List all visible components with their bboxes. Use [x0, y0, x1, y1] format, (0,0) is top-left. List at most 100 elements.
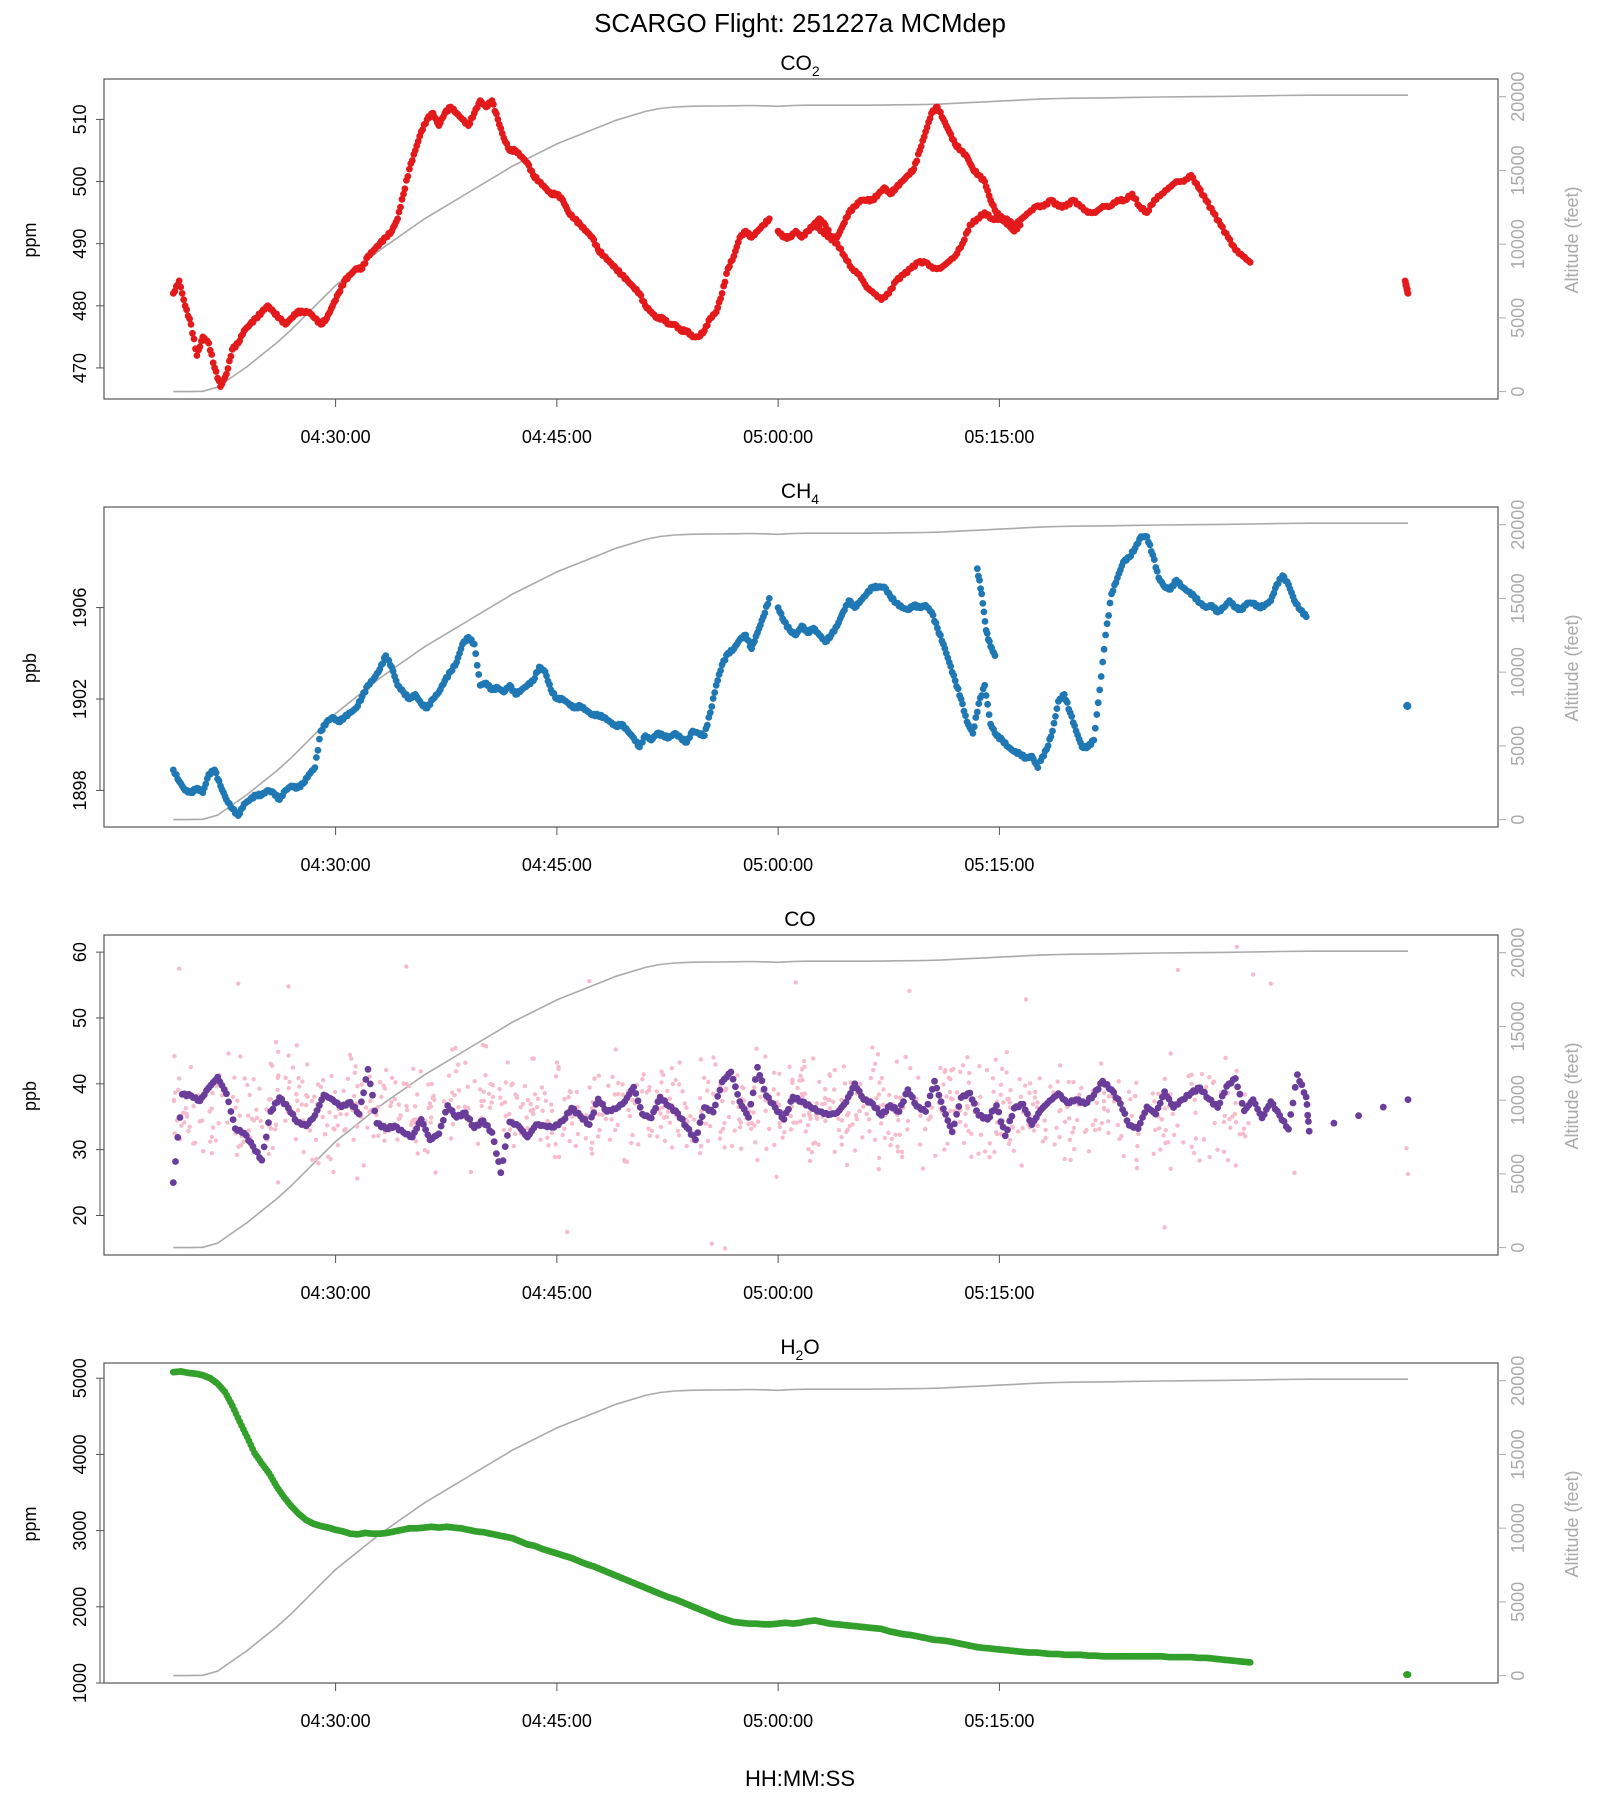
y-tick-label: 50	[70, 1008, 90, 1028]
data-point	[314, 746, 322, 754]
data-point	[738, 1120, 744, 1125]
data-point	[1031, 1128, 1037, 1133]
data-point	[531, 1056, 536, 1062]
data-point	[857, 1081, 863, 1087]
data-point	[235, 1098, 240, 1103]
data-point	[1055, 1079, 1060, 1084]
data-point	[1017, 1077, 1022, 1082]
data-point	[520, 1101, 526, 1107]
data-point	[713, 1062, 718, 1067]
data-point	[1097, 673, 1105, 680]
data-point	[490, 1094, 496, 1100]
data-point	[1292, 1170, 1297, 1175]
data-point	[1068, 713, 1076, 720]
data-point	[1241, 1126, 1247, 1131]
data-point	[540, 1108, 545, 1114]
data-point	[490, 100, 497, 108]
data-point	[304, 1093, 309, 1098]
panel-ch4: CH4 ppb Altitude (feet) 1898 1902 1906 0 500…	[20, 480, 1582, 875]
data-point	[406, 165, 413, 173]
data-point	[567, 1138, 572, 1144]
data-point	[565, 1229, 570, 1235]
data-point	[401, 185, 409, 193]
data-point	[924, 1100, 932, 1108]
data-point	[1001, 1132, 1009, 1140]
data-point	[814, 1101, 819, 1106]
data-point	[318, 1084, 324, 1090]
data-point	[985, 711, 993, 718]
data-point	[785, 1105, 792, 1113]
y-axis-label-h2o: ppm	[20, 1506, 40, 1541]
y-tick-label: 1902	[70, 679, 90, 719]
data-point	[553, 1142, 558, 1147]
data-point	[867, 1129, 872, 1134]
data-point	[964, 227, 972, 235]
data-point	[404, 1103, 409, 1109]
data-point	[251, 1077, 256, 1082]
data-point	[410, 1119, 415, 1124]
data-point	[949, 1068, 954, 1073]
data-point	[1303, 1101, 1311, 1108]
data-point	[942, 1069, 947, 1075]
panel-title-h2o: H2O	[780, 1336, 819, 1363]
data-point	[987, 1155, 992, 1160]
data-point	[944, 1117, 952, 1124]
panel-co: CO ppb Altitude (feet) 20 30 40 50 60 0 5000 10…	[20, 908, 1582, 1303]
panel-h2o: H2O ppm Altitude (feet) 1000 2000 3000 4000…	[20, 1336, 1582, 1731]
data-point	[1105, 1108, 1111, 1114]
data-point	[697, 1151, 703, 1156]
data-point	[269, 1105, 277, 1113]
data-point	[1302, 1093, 1310, 1101]
data-point	[362, 1076, 370, 1083]
data-point	[352, 1093, 357, 1099]
data-point	[186, 1129, 191, 1134]
data-point	[335, 1143, 340, 1148]
data-point	[1070, 1130, 1075, 1135]
data-point	[365, 1125, 370, 1130]
data-point	[188, 1064, 194, 1070]
data-point	[1181, 1140, 1186, 1145]
data-point	[798, 1119, 803, 1124]
data-point	[732, 1128, 737, 1133]
data-point	[299, 1102, 305, 1107]
panel-title-ch4-base: CH	[781, 480, 811, 503]
data-point	[944, 1094, 949, 1099]
data-point	[1079, 1085, 1084, 1091]
alt-tick-label: 20000	[1508, 1356, 1528, 1406]
data-point	[401, 1081, 406, 1086]
data-point	[622, 1159, 627, 1164]
data-point	[1062, 1156, 1067, 1162]
data-point	[712, 1101, 719, 1109]
data-point	[718, 1129, 723, 1135]
alt-tick-label: 0	[1508, 387, 1528, 397]
data-point	[186, 315, 194, 323]
data-point	[1102, 631, 1109, 639]
data-point	[400, 190, 407, 198]
data-point	[1234, 1083, 1241, 1091]
x-tick-label: 04:30:00	[301, 1711, 371, 1731]
data-point	[678, 1115, 686, 1123]
series-h2o	[1403, 1671, 1412, 1678]
data-point	[266, 1097, 272, 1102]
data-point	[200, 1118, 205, 1123]
data-point	[694, 1129, 702, 1136]
data-point	[1145, 207, 1153, 214]
data-point	[251, 1118, 257, 1123]
data-point	[641, 1072, 646, 1077]
data-point	[260, 1124, 265, 1130]
data-point	[755, 1119, 761, 1124]
data-point	[1121, 1153, 1126, 1159]
data-point	[1201, 1088, 1208, 1096]
data-point	[777, 1124, 783, 1130]
data-point	[1037, 1076, 1042, 1081]
data-point	[1232, 1075, 1239, 1082]
data-point	[320, 1114, 325, 1120]
panel-title-h2o-tail: O	[803, 1336, 819, 1359]
data-point	[721, 278, 729, 286]
x-tick-label: 05:00:00	[743, 1711, 813, 1731]
data-point	[1305, 1127, 1313, 1135]
data-point	[717, 667, 724, 674]
data-point	[525, 1126, 530, 1131]
data-point	[963, 1111, 968, 1117]
data-point	[412, 1104, 418, 1109]
